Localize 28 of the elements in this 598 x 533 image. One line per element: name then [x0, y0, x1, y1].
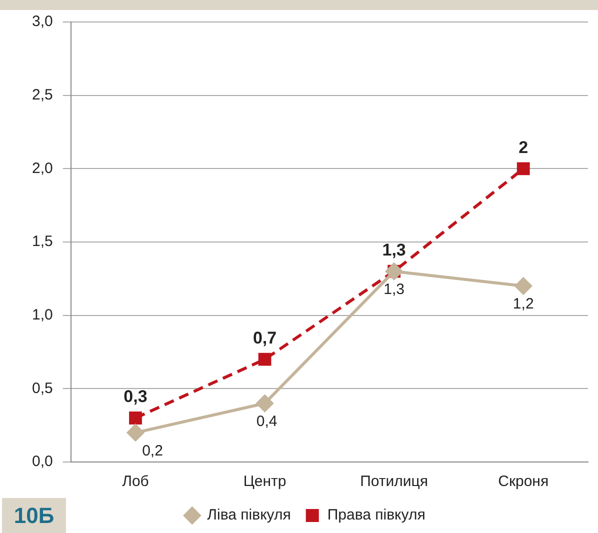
data-label: 1,3: [382, 240, 406, 260]
y-tick-label: 0,0: [32, 453, 53, 470]
y-tick-label: 1,5: [32, 233, 53, 250]
x-tick-label: Скроня: [498, 473, 549, 490]
legend-label: Ліва півкуля: [207, 506, 291, 524]
data-label: 2: [518, 138, 528, 157]
y-tick-label: 1,0: [32, 306, 53, 324]
data-label: 0,2: [142, 442, 163, 460]
y-tick-label: 2,0: [32, 160, 53, 177]
point: [129, 412, 142, 424]
y-tick-label: 2,5: [32, 86, 53, 104]
data-label: 1,3: [384, 280, 404, 298]
data-label: 0,3: [124, 387, 148, 406]
data-label: 1,2: [512, 296, 534, 313]
data-label: 0,7: [252, 328, 277, 348]
point: [126, 424, 144, 442]
y-tick-label: 3,0: [32, 13, 53, 30]
point: [258, 352, 272, 366]
point: [516, 162, 530, 176]
legend-label: Права півкуля: [327, 506, 426, 524]
x-tick-label: Потилиця: [360, 473, 428, 490]
y-tick-label: 0,5: [32, 380, 53, 397]
x-tick-label: Лоб: [122, 473, 149, 490]
text: 10Б: [2, 498, 66, 533]
data-label: 0,4: [256, 412, 278, 430]
x-tick-label: Центр: [243, 473, 286, 490]
point: [256, 394, 274, 412]
point: [514, 278, 532, 294]
